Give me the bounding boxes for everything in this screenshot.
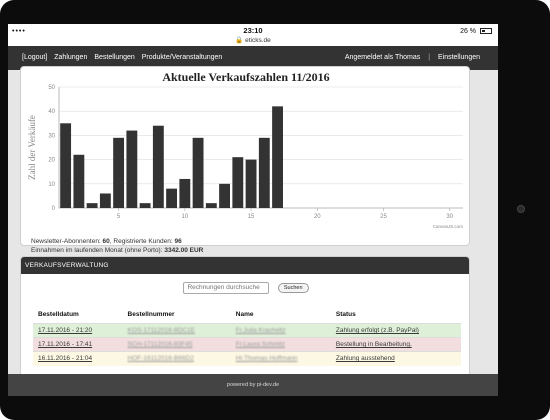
nav-logout[interactable]: [Logout] [22, 54, 48, 61]
col-header-date: Bestelldatum [38, 311, 79, 318]
y-tick-label: 0 [52, 206, 56, 212]
chart-bar [166, 188, 178, 208]
x-tick-label: 25 [380, 214, 387, 220]
customer-name-link[interactable]: Hr.Thomas Hoffmann [235, 355, 298, 363]
chart-bar [245, 159, 257, 208]
col-header-name: Name [235, 311, 254, 318]
customer-name-link[interactable]: Fr.Laura Schmitz [235, 341, 285, 348]
nav-bestellungen[interactable]: Bestellungen [94, 54, 135, 61]
stats-line-income: Einnahmen im laufenden Monat (ohne Porto… [31, 246, 203, 255]
newsletter-label: Newsletter-Abonnenten: [31, 238, 103, 245]
x-tick-label: 20 [314, 214, 321, 220]
chart-bar [126, 130, 138, 208]
chart-bar [113, 137, 125, 208]
order-number-link[interactable]: HOF-16112016-B66D2 [127, 355, 194, 363]
camera-icon [517, 205, 525, 213]
chart-bar [192, 137, 204, 208]
x-tick-label: 30 [446, 214, 453, 220]
order-date-link[interactable]: 17.11.2016 - 21:20 [38, 327, 93, 334]
sales-management-heading: VERKAUFSVERWALTUNG [21, 257, 469, 274]
y-tick-label: 30 [48, 133, 55, 139]
y-tick-label: 40 [48, 109, 55, 115]
address-bar[interactable]: 🔒 eticks.de [8, 36, 498, 44]
chart-bar [272, 106, 283, 208]
invoice-search-input[interactable] [183, 281, 270, 294]
stats-line-subscribers: Newsletter-Abonnenten: 60, Registrierte … [31, 237, 203, 246]
table-row: 17.11.2016 - 17:41 SCH-17112016-83F45 Fr… [33, 337, 461, 352]
newsletter-count: 60 [102, 238, 110, 245]
url-text: eticks.de [245, 37, 271, 44]
chart-bar [258, 137, 270, 208]
ios-status-bar: •••• 23:10 🔒 eticks.de 26 % [8, 24, 498, 46]
clock: 23:10 [243, 26, 263, 35]
chart-bar [86, 203, 98, 208]
orders-table: Bestelldatum Bestellnummer Name Status 1… [33, 305, 461, 366]
y-axis-label: Zahl der Verkäufe [27, 115, 37, 180]
customer-name-link[interactable]: Fr.Julia Kracheltz [235, 327, 286, 334]
chart-credit: CanvasJS.com [433, 224, 464, 229]
nav-produkte[interactable]: Produkte/Veranstaltungen [141, 54, 223, 61]
sales-chart-panel: Aktuelle Verkaufszahlen 11/2016 0 10 20 30 40… [20, 66, 470, 254]
battery-status: 26 % [460, 28, 492, 35]
income-label: Einnahmen im laufenden Monat (ohne Porto… [31, 247, 165, 254]
search-button[interactable]: Suchen [277, 282, 309, 293]
nav-zahlungen[interactable]: Zahlungen [54, 54, 88, 61]
col-header-number: Bestellnummer [127, 311, 175, 318]
order-date-link[interactable]: 16.11.2016 - 21:04 [38, 355, 93, 363]
signal-indicator: •••• [12, 28, 26, 35]
x-tick-label: 10 [181, 214, 188, 220]
sales-management-panel: VERKAUFSVERWALTUNG Suchen Bestelldatum B… [20, 256, 470, 396]
chart-title: Aktuelle Verkaufszahlen 11/2016 [162, 70, 329, 84]
screen: •••• 23:10 🔒 eticks.de 26 % [Logout] Zah… [8, 24, 498, 396]
order-status-link[interactable]: Zahlung ausstehend [335, 355, 395, 363]
table-row: 16.11.2016 - 21:04 HOF-16112016-B66D2 Hr… [33, 351, 461, 366]
battery-icon [480, 28, 492, 35]
logged-in-user: Angemeldet als Thomas [344, 54, 421, 61]
order-date-link[interactable]: 17.11.2016 - 17:41 [38, 341, 93, 348]
page-footer: powered by pi-dev.de [8, 374, 498, 396]
income-value: 3342.00 EUR [164, 247, 204, 254]
x-tick-label: 15 [248, 214, 255, 220]
chart-bar [219, 183, 231, 208]
battery-percent: 26 % [460, 28, 477, 35]
nav-settings[interactable]: Einstellungen [437, 54, 480, 61]
nav-links: [Logout] Zahlungen Bestellungen Produkte… [22, 54, 227, 61]
lock-icon: 🔒 [235, 37, 244, 44]
order-number-link[interactable]: SCH-17112016-83F45 [127, 341, 193, 348]
y-tick-label: 50 [48, 85, 55, 91]
sales-chart: Aktuelle Verkaufszahlen 11/2016 0 10 20 30 40… [27, 70, 464, 229]
stats-summary: Newsletter-Abonnenten: 60, Registrierte … [31, 237, 203, 255]
chart-bar [205, 203, 217, 208]
customers-label: , Registrierte Kunden: [109, 238, 175, 245]
chart-bar [73, 154, 85, 208]
order-status-link[interactable]: Zahlung erfolgt (z.B. PayPal) [335, 327, 419, 334]
order-status-link[interactable]: Bestellung in Bearbeitung. [335, 341, 412, 348]
table-header-row: Bestelldatum Bestellnummer Name Status [33, 305, 461, 324]
chart-bar [139, 203, 151, 208]
order-number-link[interactable]: KOS-17112016-8DC1E [127, 327, 195, 334]
y-tick-label: 10 [48, 182, 55, 188]
chart-bar [99, 193, 111, 208]
col-header-status: Status [335, 311, 356, 318]
chart-bar [232, 157, 244, 208]
y-tick-label: 20 [48, 158, 55, 164]
chart-bar [152, 125, 164, 208]
search-row: Suchen [21, 279, 469, 297]
chart-bar [60, 123, 72, 208]
chart-bar [179, 178, 191, 208]
table-row: 17.11.2016 - 21:20 KOS-17112016-8DC1E Fr… [33, 323, 461, 338]
customers-count: 96 [174, 238, 182, 245]
x-tick-label: 5 [117, 214, 121, 220]
nav-account: Angemeldet als Thomas | Einstellungen [345, 54, 480, 61]
nav-separator: | [428, 54, 431, 61]
